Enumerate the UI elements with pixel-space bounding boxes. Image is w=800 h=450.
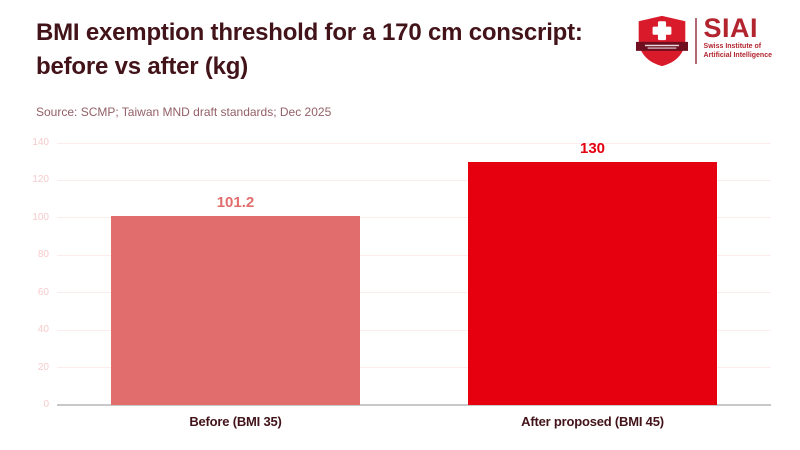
gridline bbox=[57, 367, 771, 369]
bar-1 bbox=[111, 215, 360, 405]
logo-acronym: SIAI bbox=[703, 13, 759, 43]
category-label: Before (BMI 35) bbox=[189, 414, 282, 429]
bar-chart-plot-area: 0 20 40 60 80 100 120 140 101.2 Before (BMI 35) 13… bbox=[32, 137, 771, 429]
y-tick-label: 120 bbox=[32, 174, 49, 186]
gridline bbox=[57, 217, 771, 219]
logo-subtitle-line2: Artificial Intelligence bbox=[703, 52, 772, 60]
y-tick-label: 100 bbox=[32, 211, 49, 223]
gridline bbox=[57, 179, 771, 181]
gridline bbox=[57, 292, 771, 294]
logo-subtitle-line1: Swiss Institute of bbox=[703, 43, 762, 50]
gridline bbox=[57, 254, 771, 256]
bar-2 bbox=[468, 161, 717, 405]
bar-value-label: 130 bbox=[579, 139, 606, 157]
swiss-shield-icon bbox=[635, 15, 688, 67]
gridline bbox=[57, 142, 771, 144]
chart-title: BMI exemption threshold for a 170 cm con… bbox=[36, 19, 583, 81]
y-tick-label: 40 bbox=[37, 324, 49, 336]
gridline bbox=[57, 329, 771, 331]
y-tick-label: 0 bbox=[43, 399, 49, 410]
y-tick-label: 140 bbox=[32, 137, 49, 148]
y-tick-label: 80 bbox=[37, 249, 49, 261]
x-axis-line bbox=[57, 404, 771, 406]
category-label: After proposed (BMI 45) bbox=[521, 414, 664, 429]
bar-value-label: 101.2 bbox=[216, 193, 255, 211]
siai-logo: SIAI Swiss Institute of Artificial Intel… bbox=[635, 15, 772, 67]
y-tick-label: 20 bbox=[37, 361, 49, 373]
logo-divider bbox=[694, 18, 697, 64]
logo-text-block: SIAI Swiss Institute of Artificial Intel… bbox=[704, 15, 772, 60]
source-note: Source: SCMP; Taiwan MND draft standards… bbox=[36, 105, 332, 119]
y-tick-label: 60 bbox=[37, 286, 49, 298]
